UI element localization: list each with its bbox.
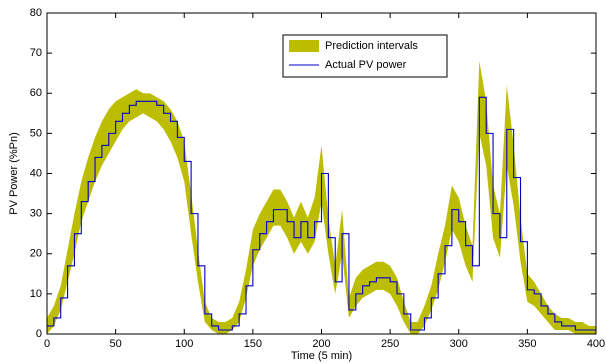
legend-swatch: [289, 40, 319, 52]
y-tick-label: 40: [30, 167, 42, 179]
y-tick-label: 20: [30, 248, 42, 260]
x-tick-label: 100: [175, 338, 193, 350]
x-tick-label: 350: [518, 338, 536, 350]
x-tick-label: 200: [312, 338, 330, 350]
y-tick-label: 70: [30, 47, 42, 59]
actual-line: [47, 96, 596, 331]
x-tick-label: 150: [244, 338, 262, 350]
y-tick-label: 30: [30, 208, 42, 220]
x-tick-label: 250: [381, 338, 399, 350]
y-tick-label: 50: [30, 127, 42, 139]
x-tick-label: 0: [44, 338, 50, 350]
y-tick-label: 60: [30, 87, 42, 99]
x-axis-label: Time (5 min): [291, 350, 352, 362]
y-tick-label: 0: [36, 328, 42, 340]
x-tick-label: 300: [450, 338, 468, 350]
y-tick-label: 80: [30, 7, 42, 19]
x-tick-label: 400: [587, 338, 605, 350]
y-axis-label: PV Power (%Pn): [8, 132, 20, 215]
y-tick-label: 10: [30, 288, 42, 300]
x-tick-label: 50: [110, 338, 122, 350]
legend-label: Actual PV power: [325, 59, 407, 71]
legend-label: Prediction intervals: [325, 40, 418, 52]
